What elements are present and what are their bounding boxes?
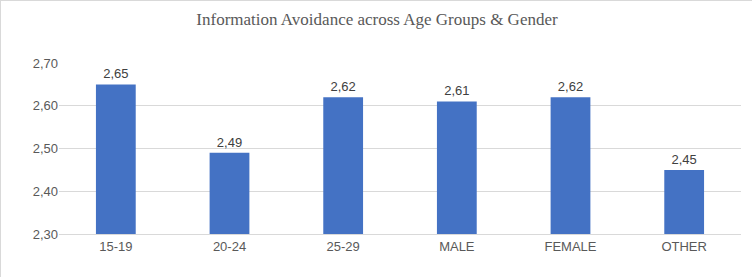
svg-text:2,45: 2,45 — [672, 152, 697, 167]
svg-text:15-19: 15-19 — [99, 239, 132, 254]
svg-text:2,40: 2,40 — [33, 184, 58, 199]
svg-text:2,62: 2,62 — [558, 79, 583, 94]
svg-text:2,49: 2,49 — [217, 135, 242, 150]
svg-text:2,65: 2,65 — [103, 66, 128, 81]
svg-text:2,50: 2,50 — [33, 141, 58, 156]
svg-text:2,30: 2,30 — [33, 227, 58, 242]
svg-text:25-29: 25-29 — [327, 239, 360, 254]
svg-text:2,62: 2,62 — [331, 79, 356, 94]
svg-text:2,61: 2,61 — [444, 83, 469, 98]
svg-text:Information Avoidance across A: Information Avoidance across Age Groups … — [196, 10, 558, 29]
svg-text:2,70: 2,70 — [33, 56, 58, 71]
svg-text:2,60: 2,60 — [33, 98, 58, 113]
svg-text:FEMALE: FEMALE — [544, 239, 596, 254]
svg-text:MALE: MALE — [439, 239, 475, 254]
svg-text:20-24: 20-24 — [213, 239, 246, 254]
svg-text:OTHER: OTHER — [661, 239, 707, 254]
